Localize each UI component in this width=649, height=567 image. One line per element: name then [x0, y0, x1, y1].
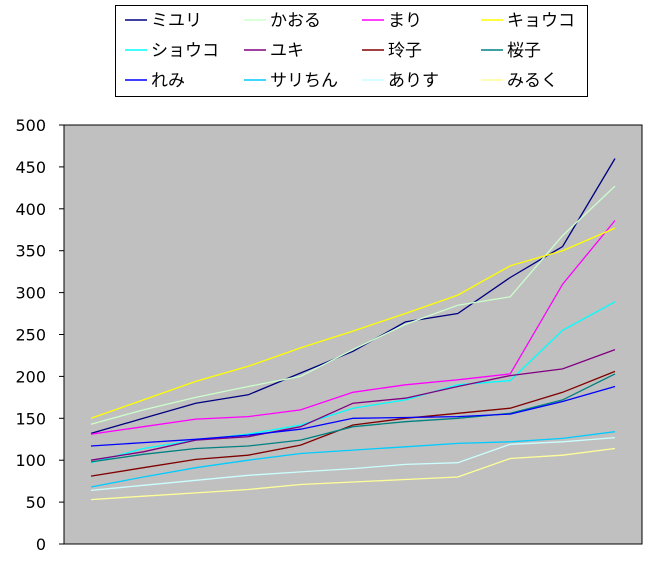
series-line [90, 301, 616, 464]
series-line [90, 373, 616, 463]
legend-item: ショウコ [125, 41, 219, 61]
y-axis: 0 50 100 150 200 250 300 350 400 450 500 [15, 116, 64, 554]
legend-label: サリちん [270, 71, 338, 91]
series-line [90, 185, 616, 425]
y-tick-label: 350 [15, 242, 46, 261]
legend-label: キョウコ [507, 11, 575, 31]
legend-label: 玲子 [388, 41, 422, 61]
series-line [90, 158, 616, 435]
series-line [90, 436, 616, 492]
legend-label: みるく [507, 71, 558, 91]
legend-item: サリちん [244, 71, 338, 91]
series-line [90, 220, 616, 435]
legend-item: みるく [481, 71, 558, 91]
series-line [90, 348, 616, 461]
y-tick-label: 400 [15, 200, 46, 219]
series-line [90, 447, 616, 501]
legend-label: ショウコ [151, 41, 219, 61]
plot-area [63, 124, 643, 545]
legend-label: 桜子 [507, 41, 541, 61]
legend-item: ありす [362, 71, 439, 91]
series-line [90, 385, 616, 447]
legend-label: まり [388, 11, 422, 31]
legend-label: ありす [388, 71, 439, 91]
legend-label: かおる [270, 11, 321, 31]
legend-item: れみ [125, 71, 185, 91]
y-tick-label: 250 [15, 326, 46, 345]
series-lines [90, 158, 616, 501]
legend-label: ユキ [270, 41, 304, 61]
y-tick-label: 0 [36, 535, 46, 554]
y-tick-label: 500 [15, 116, 46, 135]
legend-item: かおる [244, 11, 321, 31]
legend-box [115, 5, 588, 97]
y-tick-label: 150 [15, 409, 46, 428]
legend-item: 玲子 [362, 41, 422, 61]
y-tick-label: 100 [15, 451, 46, 470]
series-line [90, 227, 616, 419]
legend-item: ミユリ [125, 11, 202, 31]
y-tick-label: 200 [15, 367, 46, 386]
legend-item: まり [362, 11, 422, 31]
y-tick-label: 50 [26, 493, 46, 512]
y-tick-label: 300 [15, 284, 46, 303]
legend-item: 桜子 [481, 41, 541, 61]
legend-item: キョウコ [481, 11, 575, 31]
series-line [90, 431, 616, 488]
legend-label: れみ [151, 71, 185, 91]
series-line [90, 370, 616, 477]
y-tick-label: 450 [15, 158, 46, 177]
legend-label: ミユリ [151, 11, 202, 31]
legend-item: ユキ [244, 41, 304, 61]
